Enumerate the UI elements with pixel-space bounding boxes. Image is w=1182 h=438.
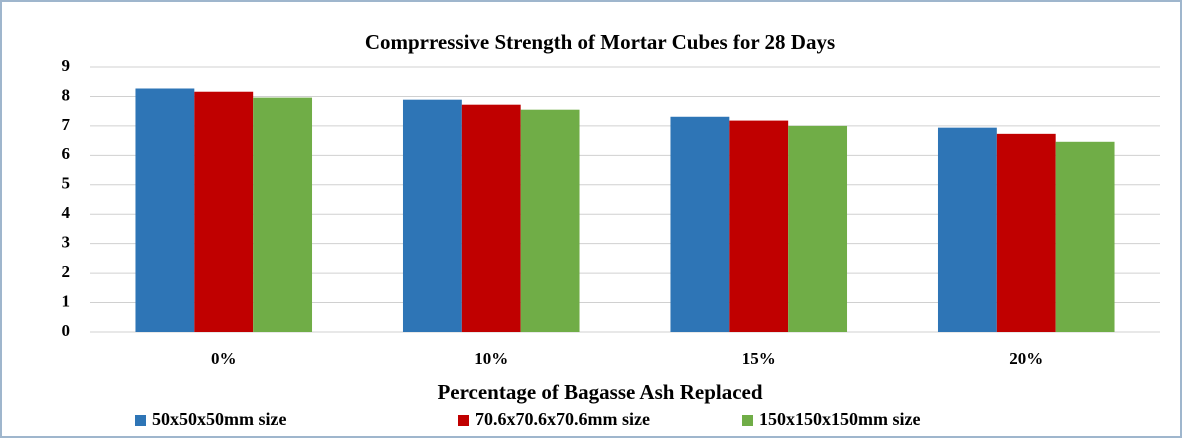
legend-label: 70.6x70.6x70.6mm size	[475, 409, 650, 429]
bar	[788, 125, 848, 332]
bar	[996, 133, 1056, 332]
chart-title: Comprressive Strength of Mortar Cubes fo…	[365, 30, 835, 54]
y-tick-label: 7	[62, 115, 71, 134]
y-tick-label: 1	[62, 291, 71, 310]
y-tick-label: 2	[62, 262, 71, 281]
x-tick-label: 20%	[1009, 349, 1043, 368]
x-tick-label: 15%	[742, 349, 776, 368]
bar	[520, 109, 580, 332]
legend-label: 50x50x50mm size	[152, 409, 286, 429]
bar	[194, 91, 254, 332]
x-tick-label: 10%	[474, 349, 508, 368]
x-axis-title: Percentage of Bagasse Ash Replaced	[437, 380, 762, 404]
y-tick-label: 9	[62, 56, 71, 75]
x-tick-label: 0%	[211, 349, 237, 368]
bar	[729, 120, 789, 332]
y-tick-label: 8	[62, 85, 71, 104]
y-tick-label: 6	[62, 144, 71, 163]
bar	[1055, 141, 1115, 332]
y-tick-label: 5	[62, 174, 71, 193]
bar	[670, 116, 730, 332]
legend-swatch	[458, 415, 469, 426]
bar	[402, 99, 462, 332]
bar	[937, 127, 997, 333]
bar	[135, 88, 195, 332]
legend-label: 150x150x150mm size	[759, 409, 920, 429]
bar	[461, 104, 521, 332]
y-tick-label: 3	[62, 233, 71, 252]
bar	[253, 97, 313, 332]
y-tick-label: 0	[62, 321, 71, 340]
y-tick-label: 4	[62, 203, 71, 222]
legend-swatch	[135, 415, 146, 426]
legend-swatch	[742, 415, 753, 426]
